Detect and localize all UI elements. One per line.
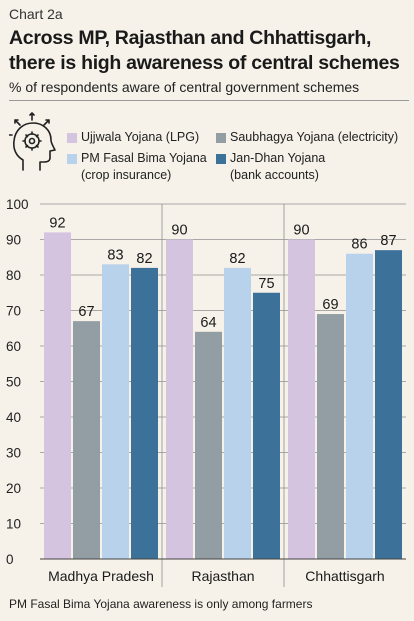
bar (44, 232, 71, 559)
y-tick-label: 0 (6, 552, 14, 567)
bar-value-label: 64 (200, 315, 216, 331)
bar-value-label: 82 (136, 251, 152, 267)
legend-label-ujjwala: Ujjwala Yojana (LPG) (81, 130, 200, 144)
y-tick-label: 70 (6, 304, 21, 319)
y-tick-label: 40 (6, 410, 21, 425)
bar (73, 321, 100, 559)
x-category-label: Rajasthan (191, 568, 254, 584)
bar-value-label: 90 (293, 223, 309, 239)
bar (375, 250, 402, 559)
bar (195, 331, 222, 559)
y-tick-label: 90 (6, 233, 21, 248)
bar-value-label: 83 (107, 247, 123, 263)
legend-swatch-jan-dhan (216, 154, 226, 164)
brain-gear-icon (9, 112, 56, 171)
bar-value-label: 69 (322, 297, 338, 313)
bar (346, 253, 373, 559)
legend-swatch-ujjwala (67, 133, 77, 143)
header-divider (9, 100, 409, 101)
y-tick-label: 60 (6, 339, 21, 354)
bar (253, 292, 280, 559)
bar-value-label: 92 (49, 215, 65, 231)
bar-chart: 0 10 20 30 40 50 60 70 80 90 100 92 67 83 82 Madhya Pra… (6, 197, 406, 587)
y-tick-label: 10 (6, 517, 21, 532)
bar-value-label: 75 (258, 276, 274, 292)
bar-value-label: 82 (229, 251, 245, 267)
chart-kicker: Chart 2a (9, 6, 63, 22)
bar (131, 267, 158, 559)
x-category-label: Chhattisgarh (305, 568, 384, 584)
chart-subtitle: % of respondents aware of central govern… (9, 79, 360, 95)
bar-value-label: 87 (380, 233, 396, 249)
bar-value-label: 86 (351, 237, 367, 253)
legend-label-saubhagya: Saubhagya Yojana (electricity) (230, 130, 399, 144)
y-tick-label: 100 (6, 197, 29, 212)
legend-label-pm-fasal: PM Fasal Bima Yojana (crop insurance) (81, 151, 207, 182)
y-tick-label: 80 (6, 268, 21, 283)
y-tick-label: 50 (6, 375, 21, 390)
bar (102, 264, 129, 559)
legend-swatch-saubhagya (216, 133, 226, 143)
legend-swatch-pm-fasal (67, 154, 77, 164)
bar-value-label: 90 (171, 223, 187, 239)
bar-value-label: 67 (78, 304, 94, 320)
bar (317, 314, 344, 559)
x-category-label: Madhya Pradesh (48, 568, 154, 584)
chart-title: Across MP, Rajasthan and Chhattisgarh, t… (9, 27, 400, 74)
bar (224, 267, 251, 559)
bar (288, 239, 315, 559)
chart-footnote: PM Fasal Bima Yojana awareness is only a… (9, 597, 313, 611)
legend-label-jan-dhan: Jan-Dhan Yojana (bank accounts) (230, 151, 326, 182)
y-tick-label: 30 (6, 446, 21, 461)
bar (166, 239, 193, 559)
y-tick-label: 20 (6, 481, 21, 496)
